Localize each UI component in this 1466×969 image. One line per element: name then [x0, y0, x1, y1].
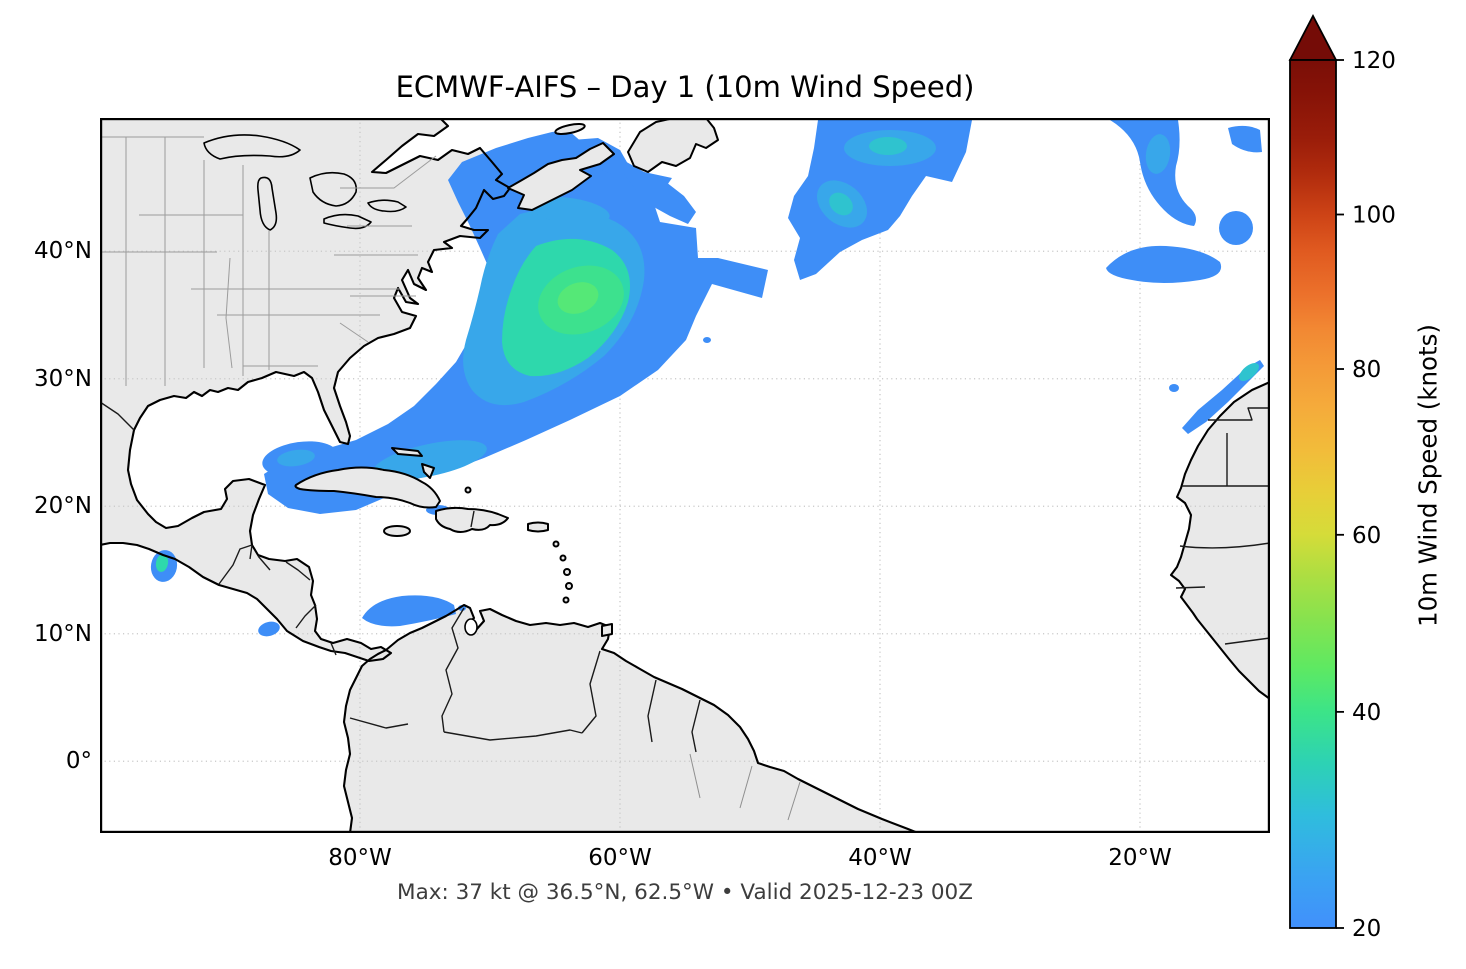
wind-cell-northeast-atlantic-storm: [869, 137, 907, 155]
island-puerto-rico: [527, 521, 549, 533]
wind-cell-nicaragua-coast-speck: [258, 621, 280, 637]
wind-cell-northeast-atlantic-storm: [788, 120, 972, 280]
colorbar-ticks: 20 40 60 80 100 120: [1336, 48, 1396, 942]
country-borders-south-america: [349, 607, 701, 753]
island-newfoundland: [627, 118, 719, 173]
wind-cell-western-atlantic-storm: [703, 337, 711, 343]
landmass-africa: [1171, 382, 1270, 699]
island-cuba: [294, 466, 441, 509]
x-tick-label: 80°W: [328, 845, 392, 871]
y-tick-label: 0°: [65, 748, 92, 775]
y-tick-label: 20°N: [34, 493, 92, 520]
y-tick-label: 30°N: [34, 365, 92, 392]
wind-cell-western-atlantic-storm: [624, 162, 696, 224]
map-plot-area: [100, 118, 1270, 833]
x-tick-label: 20°W: [1108, 845, 1172, 871]
islands-bahamas: [391, 447, 435, 479]
wind-speed-layer: [150, 120, 1264, 637]
island-antilles-1: [552, 540, 560, 548]
wind-cell-far-northeast-atlantic-cells: [1106, 245, 1222, 283]
colorbar-tick-label: 40: [1352, 700, 1381, 726]
wind-cell-far-northeast-atlantic-cells: [1219, 211, 1253, 245]
colorbar-gradient-bar: [1289, 59, 1337, 929]
wind-cell-western-atlantic-storm: [557, 282, 599, 314]
y-tick-label: 40°N: [34, 238, 92, 265]
country-borders-africa: [1175, 407, 1270, 645]
island-antilles-4: [565, 582, 573, 590]
great-lakes-outlines: [203, 134, 407, 231]
x-tick-label: 60°W: [588, 845, 652, 871]
wind-cell-far-northeast-atlantic-cells: [1228, 125, 1262, 153]
lake-maracaibo: [464, 618, 478, 636]
coastline-north-america: [100, 118, 512, 663]
landmass-south-america: [344, 605, 918, 833]
us-state-borders: [100, 136, 437, 386]
wind-cell-morocco-coast-wind: [1169, 384, 1179, 392]
island-antilles-2: [559, 554, 567, 562]
wind-cell-western-atlantic-storm: [530, 196, 610, 226]
colorbar-extend-arrow: [1288, 14, 1338, 61]
coastline-border-layer: [100, 118, 1270, 833]
colorbar-tick-label: 80: [1352, 357, 1381, 383]
island-turks: [464, 486, 472, 494]
island-antilles-5: [562, 596, 570, 604]
wind-cell-morocco-coast-wind: [1239, 363, 1259, 381]
x-tick-label: 40°W: [848, 845, 912, 871]
y-tick-label: 10°N: [34, 620, 92, 647]
colorbar-tick-label: 60: [1352, 523, 1381, 549]
colorbar: 20 40 60 80 100 120: [1288, 14, 1396, 942]
colorbar-tick-label: 120: [1352, 48, 1396, 74]
wind-cell-western-atlantic-storm: [373, 440, 487, 480]
plot-frame: [100, 118, 1270, 833]
wind-cell-northeast-atlantic-storm: [829, 192, 853, 216]
coastline-africa: [1169, 380, 1270, 701]
country-borders-central-america: [100, 401, 475, 656]
wind-cell-west-of-cuba-cell: [277, 449, 315, 467]
chart-title: ECMWF-AIFS – Day 1 (10m Wind Speed): [395, 70, 975, 104]
map-canvas: [100, 118, 1270, 833]
landmass-north-america: [100, 118, 510, 661]
island-trinidad: [601, 623, 613, 637]
interior-lines-south-america: [689, 753, 801, 821]
colorbar-tick-label: 100: [1352, 203, 1396, 229]
island-nova-scotia: [507, 142, 615, 211]
island-anticosti: [554, 122, 586, 136]
wind-cell-tehuantepec-gap-wind: [155, 554, 169, 572]
island-jamaica: [383, 525, 411, 537]
colorbar-tick-label: 20: [1352, 916, 1381, 942]
caption-max-valid: Max: 37 kt @ 36.5°N, 62.5°W • Valid 2025…: [397, 880, 973, 905]
wind-cell-colombia-coast-wind: [362, 595, 456, 627]
colorbar-axis-label: 10m Wind Speed (knots): [1413, 324, 1443, 627]
land-fill-layer: [100, 118, 1270, 833]
wind-cell-far-northeast-atlantic-cells: [1145, 134, 1171, 174]
island-antilles-3: [563, 568, 571, 576]
